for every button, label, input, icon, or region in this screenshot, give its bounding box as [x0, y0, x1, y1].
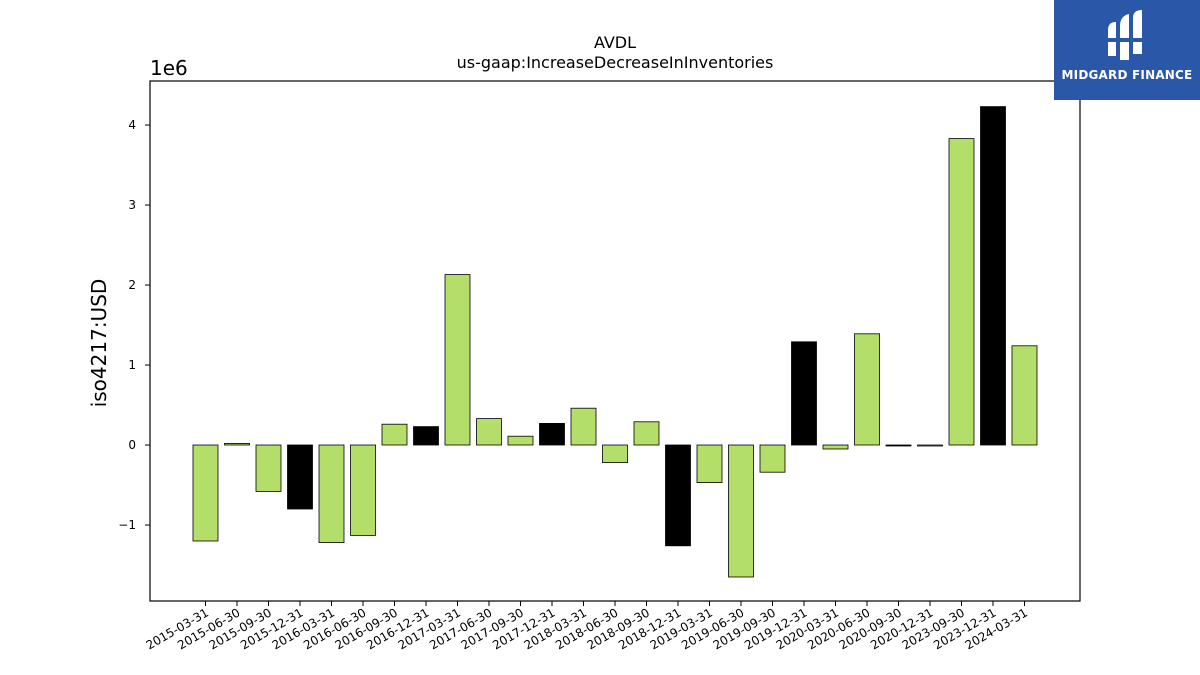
bar — [917, 444, 943, 447]
chart-title: AVDL — [594, 33, 636, 52]
y-tick-label: 0 — [128, 438, 136, 452]
x-ticks: 2015-03-312015-06-302015-09-302015-12-31… — [144, 601, 1030, 652]
bar — [602, 444, 628, 464]
bar — [822, 444, 849, 450]
bar — [192, 444, 219, 542]
bar — [350, 444, 376, 536]
bar — [287, 444, 313, 510]
bar — [224, 442, 250, 446]
midgard-logo-icon — [1106, 10, 1146, 60]
brand-logo: MIDGARD FINANCE — [1054, 0, 1200, 100]
bar — [633, 421, 660, 446]
bar — [791, 341, 817, 446]
bar — [885, 444, 912, 447]
bar — [570, 407, 597, 446]
bar — [980, 106, 1006, 446]
y-tick-label: 4 — [128, 118, 136, 132]
bar — [318, 444, 345, 543]
bar — [665, 444, 691, 547]
bar — [507, 435, 534, 446]
bar — [381, 423, 408, 446]
bar — [444, 274, 471, 446]
bar — [948, 138, 975, 446]
plot-frame — [149, 80, 1081, 602]
logo-text: MIDGARD FINANCE — [1061, 68, 1193, 82]
bar — [759, 444, 786, 473]
bar — [728, 444, 754, 578]
bar — [1011, 345, 1038, 446]
bars-layer — [192, 106, 1038, 578]
bar — [854, 333, 880, 446]
y-scale-label: 1e6 — [150, 56, 188, 80]
chart-subtitle: us-gaap:IncreaseDecreaseInInventories — [457, 53, 774, 72]
bar — [476, 418, 502, 446]
y-tick-label: 1 — [128, 358, 136, 372]
y-axis-label: iso4217:USD — [87, 279, 111, 408]
y-tick-label: 2 — [128, 278, 136, 292]
bar — [696, 444, 723, 483]
bar — [255, 444, 282, 492]
bar — [413, 426, 439, 446]
y-ticks: −1 0 1 2 3 4 — [118, 118, 150, 532]
y-tick-label: 3 — [128, 198, 136, 212]
bar — [539, 422, 565, 446]
y-tick-label: −1 — [118, 518, 136, 532]
